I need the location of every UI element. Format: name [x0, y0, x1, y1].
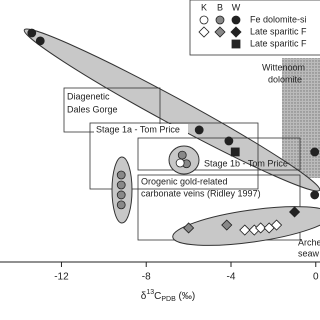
legend-symbol [215, 15, 225, 25]
legend-column: K [201, 2, 207, 12]
annotation: Stage 1b - Tom Price [204, 158, 288, 168]
legend-symbol [214, 26, 226, 38]
point [175, 158, 185, 168]
stage1b-field [168, 145, 200, 175]
legend-label: Late sparitic F [250, 26, 307, 36]
point [116, 200, 126, 210]
point [310, 190, 320, 200]
point [310, 147, 320, 157]
legend-symbol [230, 26, 242, 38]
point [183, 222, 195, 234]
point [230, 147, 240, 157]
legend-symbol [231, 15, 241, 25]
annotation: dolomite [268, 74, 302, 84]
legend-column: W [232, 2, 241, 12]
annotation: seaw [298, 248, 320, 258]
point [116, 170, 126, 180]
label-bg [94, 124, 188, 136]
legend-label: Fe dolomite-si [250, 14, 307, 24]
annotation: carbonate veins (Ridley 1997) [141, 188, 261, 198]
annotation: Orogenic gold-related [141, 176, 228, 186]
legend-label: Late sparitic F [250, 38, 307, 48]
x-tick-label: -12 [54, 272, 69, 283]
point [255, 222, 267, 234]
legend-box [189, 0, 320, 56]
legend-symbol [231, 39, 241, 49]
point [116, 180, 126, 190]
point [27, 28, 37, 38]
point [177, 150, 187, 160]
annotation: Arche [298, 237, 320, 247]
annotation: Diagenetic [67, 91, 110, 101]
stage1a-box [89, 122, 259, 190]
point [116, 190, 126, 200]
point [35, 36, 45, 46]
point [270, 219, 283, 231]
point [224, 136, 234, 146]
legend-symbol [199, 15, 209, 25]
wittenoom-field [282, 58, 320, 178]
x-tick-label: -4 [227, 272, 236, 283]
annotation: Wittenoom [262, 62, 305, 72]
legend-column: B [217, 2, 223, 12]
point [221, 219, 233, 231]
x-tick-label: 0 [313, 272, 319, 283]
annotation: Dales Gorge [67, 104, 118, 114]
sparitic-field [172, 206, 320, 246]
point [289, 206, 301, 218]
legend-symbol [198, 26, 210, 38]
x-tick-label: -8 [142, 272, 151, 283]
annotation: Stage 1a - Tom Price [96, 124, 180, 134]
orogenic-field [111, 156, 133, 224]
stage1b-box [137, 137, 301, 171]
point [239, 224, 251, 236]
x-axis-label: δ13CPDB (‰) [141, 289, 195, 303]
point [194, 125, 204, 135]
